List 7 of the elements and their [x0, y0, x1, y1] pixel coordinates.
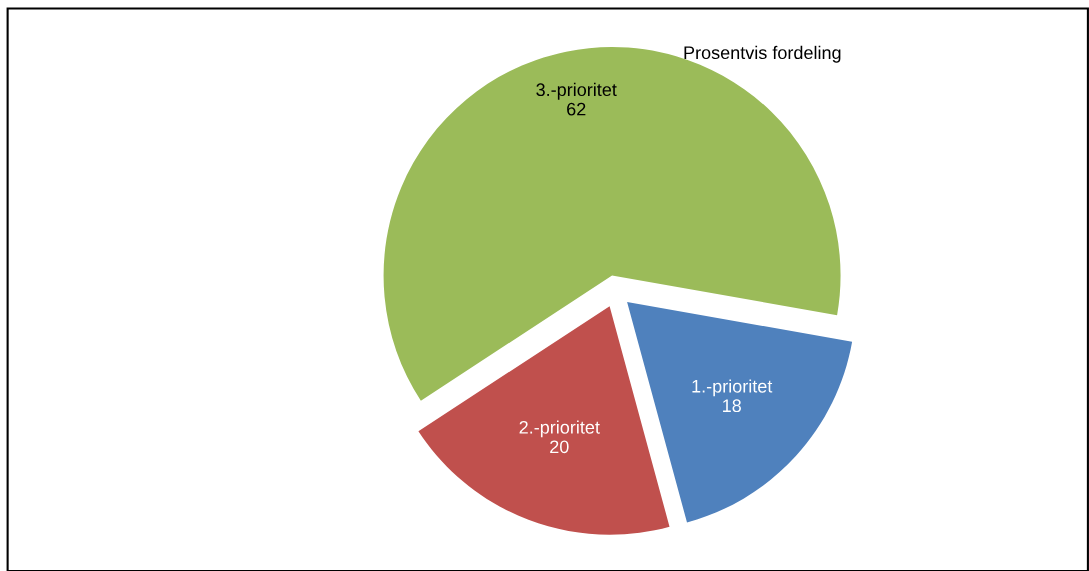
data-label: 18	[723, 399, 741, 413]
slice-label: 1.-prioritet	[692, 379, 773, 397]
slice-label: 2.-prioritet	[519, 420, 600, 438]
chart-title: Prosentvis fordeling	[684, 45, 841, 63]
data-label: 62	[567, 102, 586, 116]
data-label: 20	[550, 440, 569, 454]
slice-label: 3.-prioritet	[536, 82, 617, 100]
